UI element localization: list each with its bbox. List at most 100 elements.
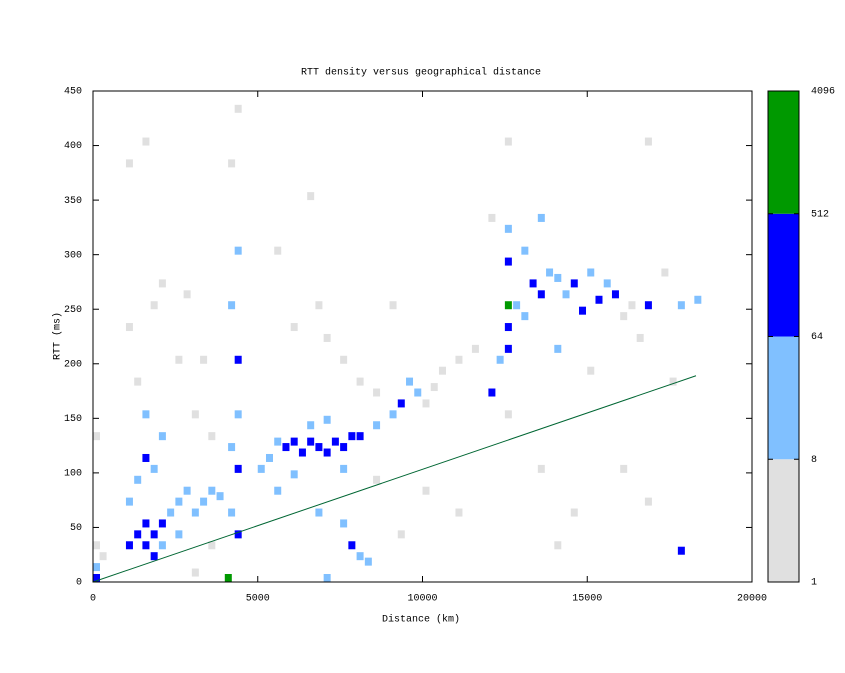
density-cell <box>315 443 323 452</box>
density-cell <box>150 301 158 310</box>
density-cell <box>142 453 150 462</box>
density-cell <box>340 443 348 452</box>
density-cell <box>504 137 512 146</box>
density-cell <box>175 355 183 364</box>
density-cell <box>93 574 100 582</box>
density-cell <box>504 323 512 332</box>
density-cell <box>158 432 166 441</box>
density-cell <box>521 246 529 255</box>
density-cell <box>397 399 405 408</box>
density-cell <box>373 475 381 484</box>
density-cell <box>150 464 158 473</box>
density-cell <box>488 388 496 397</box>
y-tick-label: 350 <box>64 196 82 207</box>
y-tick-label: 150 <box>64 414 82 425</box>
density-cell <box>228 159 236 168</box>
y-tick-label: 300 <box>64 250 82 261</box>
density-cell <box>455 355 463 364</box>
density-cell <box>471 344 479 353</box>
density-cell <box>134 475 142 484</box>
y-tick-label: 200 <box>64 359 82 370</box>
density-cell <box>570 279 578 288</box>
density-cell <box>134 530 142 539</box>
density-cell <box>554 273 562 282</box>
density-cell <box>167 508 175 517</box>
density-cell <box>364 557 372 566</box>
density-cell <box>422 399 430 408</box>
density-cell <box>537 464 545 473</box>
density-cell <box>323 333 331 342</box>
density-cell <box>677 301 685 310</box>
density-cell <box>554 541 562 550</box>
density-cell <box>200 355 208 364</box>
density-cell <box>603 279 611 288</box>
density-cell <box>537 290 545 299</box>
density-cell <box>546 268 554 277</box>
density-cell <box>282 443 290 452</box>
density-cell <box>628 301 636 310</box>
density-cell <box>644 137 652 146</box>
density-cell <box>455 508 463 517</box>
density-cell <box>587 366 595 375</box>
density-cell <box>298 448 306 457</box>
colorbar-tick-label: 512 <box>811 209 829 220</box>
density-cell <box>158 519 166 528</box>
density-cell <box>175 497 183 506</box>
density-cell <box>224 574 232 582</box>
density-cell <box>234 355 242 364</box>
colorbar-band <box>768 213 799 337</box>
density-cell <box>315 508 323 517</box>
density-cell <box>290 437 298 446</box>
density-cell <box>134 377 142 386</box>
y-tick-label: 250 <box>64 305 82 316</box>
density-cell <box>669 377 677 386</box>
y-axis-label: RTT (ms) <box>52 312 64 360</box>
density-cell <box>234 464 242 473</box>
density-cell <box>142 519 150 528</box>
y-tick-label: 100 <box>64 469 82 480</box>
density-cell <box>323 448 331 457</box>
density-cell <box>323 415 331 424</box>
density-cell <box>183 486 191 495</box>
density-cell <box>125 497 133 506</box>
y-tick-label: 400 <box>64 141 82 152</box>
density-cell <box>142 410 150 419</box>
density-cell <box>315 301 323 310</box>
density-cell <box>430 383 438 392</box>
density-cell <box>323 574 331 582</box>
density-cell <box>234 104 242 113</box>
density-cell <box>356 552 364 561</box>
density-cell <box>438 366 446 375</box>
density-cell <box>587 268 595 277</box>
density-cell <box>93 563 100 572</box>
density-cell <box>488 213 496 222</box>
density-cell <box>620 464 628 473</box>
density-cell <box>636 333 644 342</box>
y-tick-label: 450 <box>64 87 82 98</box>
density-cell <box>504 410 512 419</box>
density-cell <box>191 508 199 517</box>
density-cell <box>521 312 529 321</box>
density-cell <box>340 355 348 364</box>
density-cell <box>125 159 133 168</box>
density-cell <box>307 437 315 446</box>
density-cell <box>257 464 265 473</box>
density-cell <box>274 437 282 446</box>
density-cell <box>579 306 587 315</box>
x-tick-label: 15000 <box>572 594 602 605</box>
density-cell <box>208 432 216 441</box>
density-cell <box>158 541 166 550</box>
density-cell <box>331 437 339 446</box>
density-cell <box>125 541 133 550</box>
density-cell <box>373 421 381 430</box>
density-cell <box>208 541 216 550</box>
colorbar-tick-label: 8 <box>811 455 817 466</box>
x-tick-label: 5000 <box>246 594 270 605</box>
density-cell <box>529 279 537 288</box>
density-cell <box>307 421 315 430</box>
density-cell <box>496 355 504 364</box>
density-cell <box>290 323 298 332</box>
x-tick-label: 20000 <box>737 594 767 605</box>
y-tick-label: 0 <box>76 578 82 589</box>
